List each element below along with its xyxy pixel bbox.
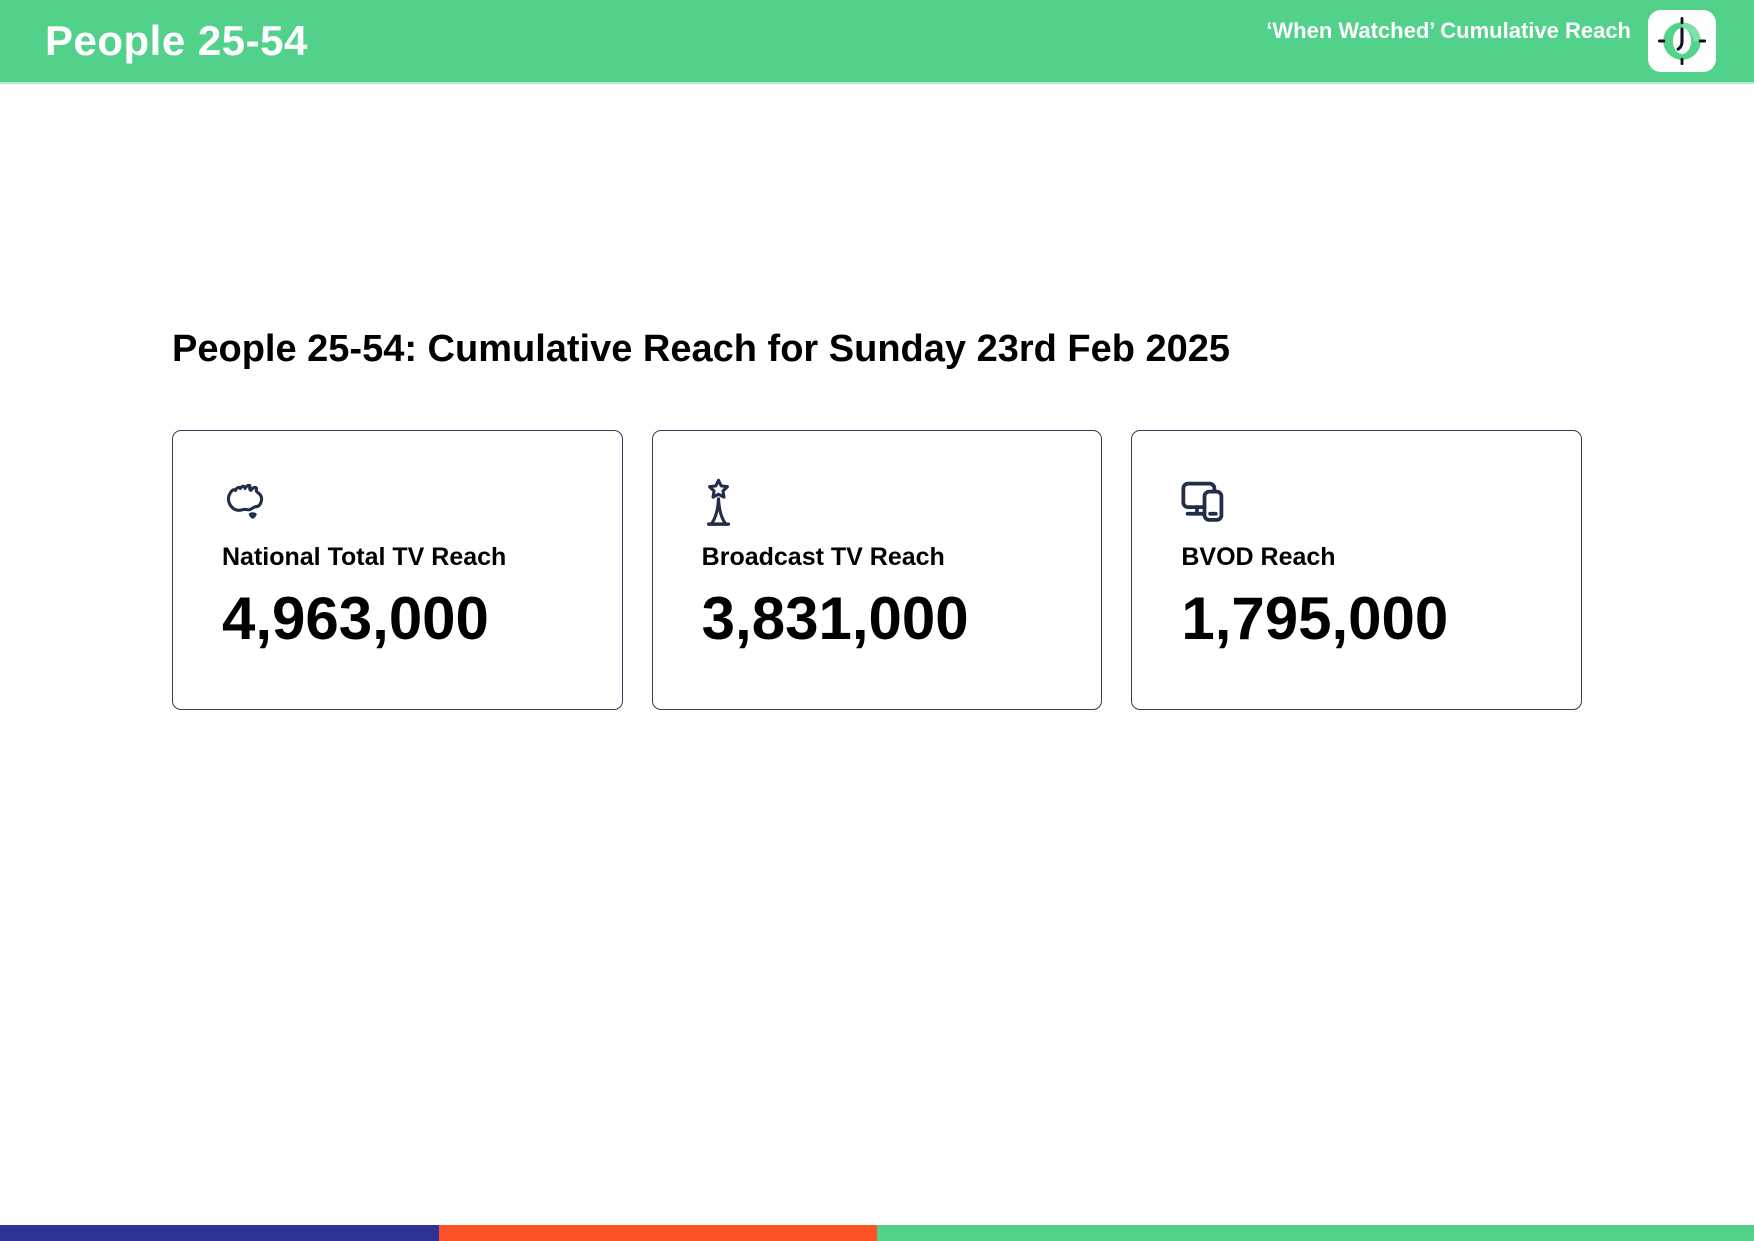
footer-segment-green <box>877 1225 1754 1241</box>
tv-and-phone-icon <box>1181 478 1553 530</box>
metric-value: 1,795,000 <box>1181 584 1449 652</box>
broadcast-tower-star-icon <box>702 478 1074 530</box>
header: People 25-54 ‘When Watched’ Cumulative R… <box>0 0 1754 84</box>
metric-card-broadcast-tv-reach: Broadcast TV Reach 3,831,000 <box>651 429 1103 710</box>
header-subtitle: ‘When Watched’ Cumulative Reach <box>1266 18 1631 43</box>
metric-label: National Total TV Reach <box>222 542 507 571</box>
footer-color-bar <box>0 1225 1754 1241</box>
footer-segment-navy <box>0 1225 439 1241</box>
header-right: ‘When Watched’ Cumulative Reach <box>1266 10 1716 72</box>
clock-icon <box>1657 16 1707 66</box>
footer-segment-orange <box>438 1225 877 1241</box>
metric-label: BVOD Reach <box>1181 542 1336 571</box>
clock-logo-tile <box>1648 10 1716 72</box>
metric-value: 4,963,000 <box>222 584 489 652</box>
report-heading: People 25-54: Cumulative Reach for Sunda… <box>172 328 1231 370</box>
australia-map-icon <box>222 478 594 530</box>
report-body: People 25-54: Cumulative Reach for Sunda… <box>0 327 1754 710</box>
metric-value: 3,831,000 <box>701 584 969 652</box>
metric-label: Broadcast TV Reach <box>701 542 945 571</box>
page-title: People 25-54 <box>45 17 308 64</box>
metric-card-bvod-reach: BVOD Reach 1,795,000 <box>1131 429 1583 710</box>
metric-card-national-total-tv-reach: National Total TV Reach 4,963,000 <box>172 429 623 710</box>
metric-cards: National Total TV Reach 4,963,000 Broadc… <box>172 429 1583 710</box>
